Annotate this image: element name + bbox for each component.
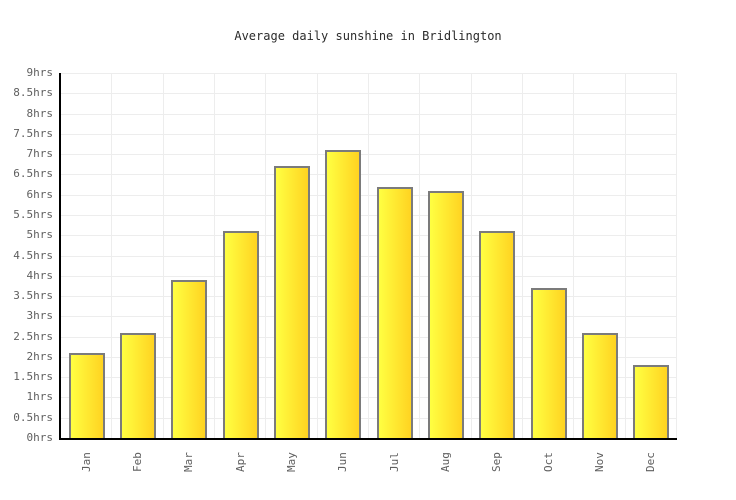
gridline-horizontal bbox=[61, 215, 677, 216]
y-axis-tick-label: 8.5hrs bbox=[13, 86, 53, 99]
gridline-horizontal bbox=[61, 174, 677, 175]
y-axis-tick-label: 2.5hrs bbox=[13, 330, 53, 343]
bar-nov bbox=[582, 333, 618, 438]
gridline-horizontal bbox=[61, 276, 677, 277]
gridline-horizontal bbox=[61, 134, 677, 135]
x-axis-label-apr: Apr bbox=[234, 452, 247, 472]
gridline-vertical bbox=[471, 73, 472, 438]
gridline-horizontal bbox=[61, 316, 677, 317]
y-axis-tick-label: 8hrs bbox=[26, 107, 54, 120]
gridline-horizontal bbox=[61, 235, 677, 236]
x-axis-label-nov: Nov bbox=[593, 452, 606, 472]
bar-feb bbox=[120, 333, 156, 438]
gridline-horizontal bbox=[61, 337, 677, 338]
x-axis-label-jun: Jun bbox=[336, 452, 349, 472]
bar-may bbox=[274, 166, 310, 438]
y-axis-tick-label: 7.5hrs bbox=[13, 127, 53, 140]
y-axis-tick-label: 1hrs bbox=[26, 390, 54, 403]
gridline-horizontal bbox=[61, 195, 677, 196]
y-axis-tick-label: 6hrs bbox=[26, 188, 54, 201]
y-axis-tick-label: 3.5hrs bbox=[13, 289, 53, 302]
x-axis-label-aug: Aug bbox=[439, 452, 452, 472]
y-axis-tick-label: 3hrs bbox=[26, 309, 54, 322]
x-axis-label-may: May bbox=[285, 452, 298, 472]
gridline-horizontal bbox=[61, 296, 677, 297]
y-axis-tick-label: 2hrs bbox=[26, 350, 54, 363]
gridline-vertical bbox=[522, 73, 523, 438]
y-axis-tick-label: 5hrs bbox=[26, 228, 54, 241]
bar-aug bbox=[428, 191, 464, 438]
gridline-vertical bbox=[573, 73, 574, 438]
bar-dec bbox=[633, 365, 669, 438]
gridline-vertical bbox=[676, 73, 677, 438]
bar-jun bbox=[325, 150, 361, 438]
y-axis-tick-label: 4hrs bbox=[26, 269, 54, 282]
x-axis-label-sep: Sep bbox=[490, 452, 503, 472]
y-axis-tick-label: 5.5hrs bbox=[13, 208, 53, 221]
bar-sep bbox=[479, 231, 515, 438]
gridline-vertical bbox=[419, 73, 420, 438]
gridline-horizontal bbox=[61, 256, 677, 257]
gridline-vertical bbox=[111, 73, 112, 438]
y-axis-tick-label: 7hrs bbox=[26, 147, 54, 160]
y-axis-tick-label: 0.5hrs bbox=[13, 411, 53, 424]
x-axis-label-oct: Oct bbox=[542, 452, 555, 472]
gridline-horizontal bbox=[61, 397, 677, 398]
bar-jan bbox=[69, 353, 105, 438]
bar-jul bbox=[377, 187, 413, 438]
gridline-horizontal bbox=[61, 114, 677, 115]
x-axis-label-dec: Dec bbox=[644, 452, 657, 472]
bar-mar bbox=[171, 280, 207, 438]
gridline-vertical bbox=[368, 73, 369, 438]
gridline-vertical bbox=[317, 73, 318, 438]
plot-area bbox=[59, 73, 677, 440]
x-axis-label-jul: Jul bbox=[388, 452, 401, 472]
gridline-vertical bbox=[265, 73, 266, 438]
gridline-vertical bbox=[163, 73, 164, 438]
chart-title: Average daily sunshine in Bridlington bbox=[234, 29, 502, 43]
x-axis-label-feb: Feb bbox=[131, 452, 144, 472]
gridline-horizontal bbox=[61, 377, 677, 378]
y-axis-tick-label: 0hrs bbox=[26, 431, 54, 444]
gridline-horizontal bbox=[61, 154, 677, 155]
gridline-vertical bbox=[625, 73, 626, 438]
x-axis-label-jan: Jan bbox=[80, 452, 93, 472]
y-axis-tick-label: 4.5hrs bbox=[13, 249, 53, 262]
y-axis-tick-label: 6.5hrs bbox=[13, 167, 53, 180]
y-axis-tick-label: 9hrs bbox=[26, 66, 54, 79]
gridline-vertical bbox=[214, 73, 215, 438]
gridline-horizontal bbox=[61, 418, 677, 419]
y-axis-tick-label: 1.5hrs bbox=[13, 370, 53, 383]
gridline-horizontal bbox=[61, 357, 677, 358]
gridline-horizontal bbox=[61, 93, 677, 94]
gridline-horizontal bbox=[61, 73, 677, 74]
bar-apr bbox=[223, 231, 259, 438]
x-axis-label-mar: Mar bbox=[182, 452, 195, 472]
bar-oct bbox=[531, 288, 567, 438]
